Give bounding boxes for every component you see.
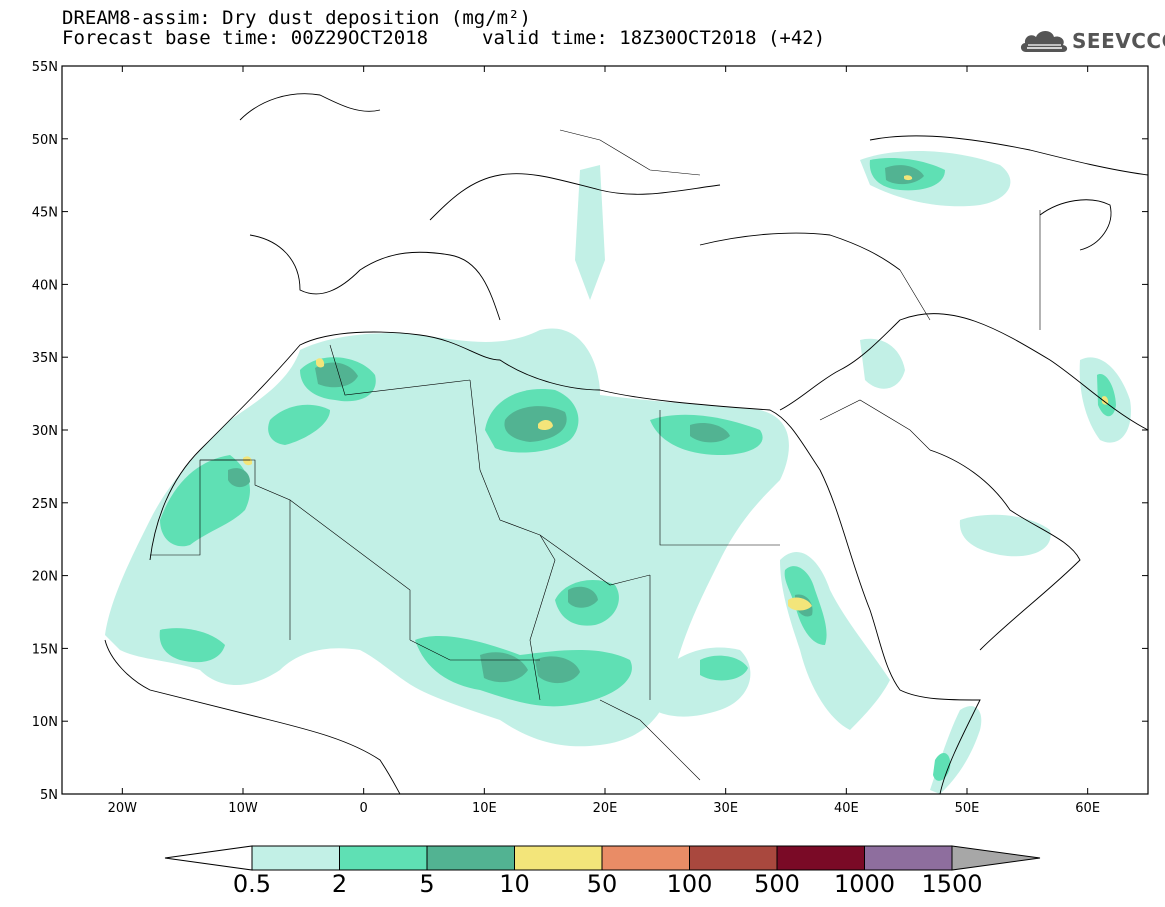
colorbar-label: 500: [754, 870, 800, 898]
colorbar-label: 1500: [921, 870, 982, 898]
lat-label: 35N: [32, 351, 58, 366]
colorbar-label: 50: [587, 870, 618, 898]
dust-field-dense: [228, 165, 924, 684]
lat-label: 15N: [32, 642, 58, 657]
lat-label: 30N: [32, 424, 58, 439]
lat-label: 25N: [32, 497, 58, 512]
lon-label: 20W: [108, 801, 138, 816]
colorbar-swatch: [426, 845, 515, 871]
seevccc-logo: SEEVCCC: [1018, 26, 1165, 56]
colorbar-label: 2: [332, 870, 347, 898]
colorbar-under-arrow: [164, 845, 253, 871]
lon-label: 50E: [955, 801, 980, 816]
colorbar-swatch: [514, 845, 603, 871]
lat-label: 50N: [32, 133, 58, 148]
lon-label: 10E: [472, 801, 497, 816]
coastlines: [104, 93, 1148, 794]
lat-label: 40N: [32, 278, 58, 293]
colorbar-label: 5: [419, 870, 434, 898]
logo-text: SEEVCCC: [1072, 29, 1165, 53]
colorbar-swatch: [339, 845, 428, 871]
lon-label: 10W: [228, 801, 258, 816]
forecast-base-time: Forecast base time: 00Z29OCT2018: [62, 27, 429, 49]
lat-label: 20N: [32, 570, 58, 585]
lat-label: 55N: [32, 60, 58, 75]
colorbar-swatch: [864, 845, 953, 871]
lon-label: 30E: [713, 801, 738, 816]
dust-field-medium: [159, 158, 1116, 781]
colorbar-label: 10: [499, 870, 530, 898]
colorbar-over-arrow: [951, 845, 1041, 871]
lon-label: 40E: [834, 801, 859, 816]
colorbar: 0.5 2 5 10 50 100 500 1000 1500: [164, 845, 1041, 898]
dust-field-peak: [243, 175, 1109, 611]
lon-label: 20E: [593, 801, 618, 816]
lon-label: 60E: [1075, 801, 1100, 816]
lat-label: 45N: [32, 206, 58, 221]
lat-label: 5N: [40, 788, 58, 803]
colorbar-label: 1000: [834, 870, 895, 898]
lon-label: 0: [360, 801, 368, 816]
colorbar-swatch: [776, 845, 865, 871]
cloud-icon: [1020, 31, 1068, 52]
lat-label: 10N: [32, 715, 58, 730]
colorbar-swatch: [601, 845, 690, 871]
colorbar-swatch: [689, 845, 778, 871]
dust-field-light: [105, 150, 1131, 794]
colorbar-label: 0.5: [233, 870, 271, 898]
country-borders: [150, 129, 1041, 781]
valid-time: valid time: 18Z30OCT2018 (+42): [482, 27, 826, 49]
colorbar-label: 100: [667, 870, 713, 898]
colorbar-swatch: [251, 845, 340, 871]
map-title: DREAM8-assim: Dry dust deposition (mg/m²…: [62, 7, 531, 29]
